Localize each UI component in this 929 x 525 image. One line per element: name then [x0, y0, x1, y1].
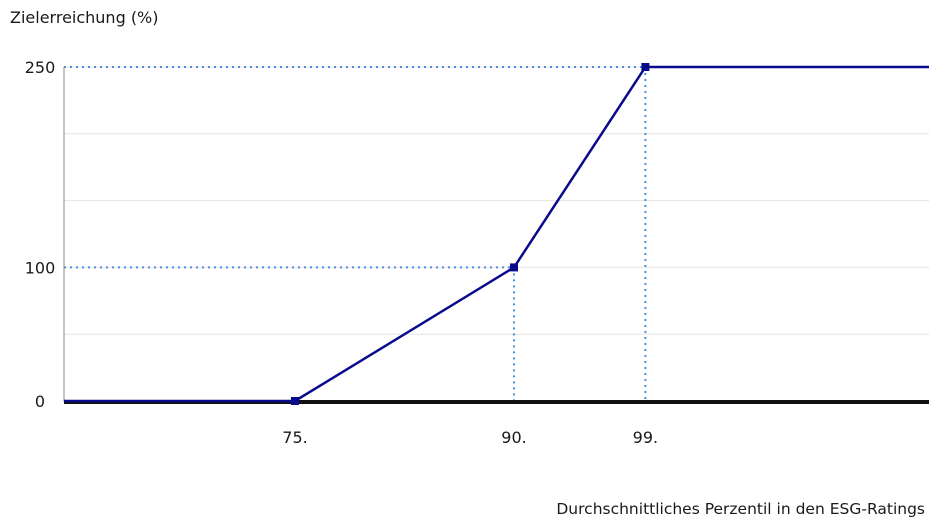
marker-99	[641, 63, 650, 71]
x-tick-labels: 75. 90. 99.	[282, 428, 658, 447]
marker-75	[291, 397, 299, 405]
data-markers	[291, 63, 650, 405]
y-tick-labels: 0 100 250	[25, 58, 56, 411]
x-tick-90: 90.	[501, 428, 526, 447]
y-axis-title: Zielerreichung (%)	[10, 8, 159, 27]
y-tick-100: 100	[25, 258, 56, 277]
series-line-0	[64, 65, 929, 403]
y-tick-250: 250	[25, 58, 56, 77]
marker-90	[510, 263, 518, 272]
series-lines	[64, 65, 929, 403]
line-chart: 0 100 250 75. 90. 99.	[25, 58, 929, 447]
x-axis-title: Durchschnittliches Perzentil in den ESG-…	[556, 500, 925, 518]
x-tick-99: 99.	[633, 428, 658, 447]
reference-lines	[64, 66, 647, 401]
gridlines	[64, 66, 929, 335]
y-tick-0: 0	[35, 392, 45, 411]
x-tick-75: 75.	[282, 428, 307, 447]
